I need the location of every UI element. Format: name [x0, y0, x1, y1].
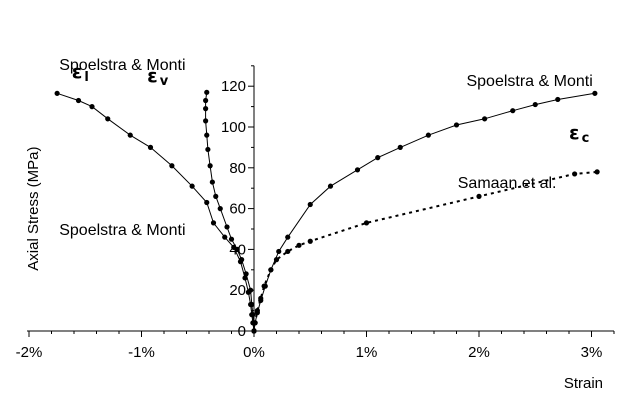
- y-tick-label: 120: [221, 78, 246, 95]
- data-point: [482, 116, 488, 122]
- data-point: [248, 287, 254, 293]
- data-point: [54, 90, 60, 96]
- data-point: [296, 242, 302, 248]
- data-point: [327, 183, 334, 189]
- data-point: [510, 108, 516, 114]
- data-point: [228, 236, 235, 242]
- data-point: [204, 199, 210, 206]
- data-point: [425, 132, 431, 138]
- axes: [27, 65, 614, 332]
- y-tick-label: 80: [229, 160, 246, 177]
- data-point: [147, 144, 154, 150]
- data-point: [169, 163, 175, 169]
- data-point: [203, 106, 209, 112]
- data-point: [242, 275, 248, 281]
- data-point: [268, 267, 274, 273]
- data-point: [205, 146, 211, 153]
- data-point: [354, 167, 361, 173]
- data-point: [75, 97, 82, 104]
- data-point: [273, 257, 280, 263]
- data-point: [261, 283, 267, 289]
- data-point: [203, 97, 209, 104]
- x-tick-label: -1%: [128, 344, 155, 361]
- data-point: [243, 271, 249, 277]
- data-point: [250, 312, 256, 318]
- data-point: [363, 220, 370, 226]
- data-point: [254, 308, 260, 314]
- y-tick-label: 100: [221, 119, 246, 136]
- annotation-label: Spoelstra & Monti: [59, 57, 185, 74]
- data-point: [572, 171, 578, 177]
- annotation-label: Spoelstra & Monti: [59, 222, 185, 239]
- data-point: [105, 116, 111, 122]
- data-point: [203, 118, 209, 124]
- annotation-label: Spoelstra & Monti: [466, 73, 592, 90]
- data-point: [207, 163, 213, 169]
- data-point: [239, 257, 245, 263]
- annotation-layer: Spoelstra & Monti Spoelstra & Monti Spoels…: [59, 57, 593, 239]
- y-tick-label: 60: [229, 201, 246, 218]
- data-point: [251, 328, 257, 334]
- strain-symbol-subscript: l: [84, 70, 88, 85]
- series-3: [251, 90, 598, 334]
- data-point: [285, 234, 291, 240]
- data-point: [307, 201, 313, 208]
- data-point: [209, 179, 215, 185]
- strain-symbol-subscript: c: [582, 131, 590, 146]
- series-2: [203, 89, 257, 334]
- data-point: [222, 234, 228, 240]
- data-point: [476, 193, 482, 199]
- data-point: [234, 246, 240, 252]
- x-ticks: -2% -1% 0% 1% 2% 3%: [16, 331, 615, 361]
- y-axis-title: Axial Stress (MPa): [25, 146, 42, 270]
- data-point: [213, 193, 219, 199]
- data-point: [204, 89, 210, 95]
- y-tick-label: 0: [238, 323, 246, 340]
- data-point: [127, 132, 133, 138]
- data-point: [594, 169, 600, 175]
- data-point: [285, 248, 291, 255]
- data-point: [224, 224, 230, 230]
- data-point: [592, 90, 598, 96]
- data-point: [453, 122, 460, 128]
- data-point: [210, 220, 217, 226]
- data-point: [532, 101, 538, 108]
- data-point: [252, 320, 258, 326]
- strain-symbol-subscript: v: [160, 74, 169, 89]
- data-point: [249, 301, 255, 308]
- data-point: [89, 104, 95, 110]
- annotation-label: Samaan et al.: [458, 175, 557, 192]
- data-point: [555, 96, 561, 103]
- y-ticks: 020406080100120: [221, 65, 254, 340]
- data-point: [276, 248, 282, 255]
- series-line: [253, 170, 598, 332]
- series-layer: [54, 89, 600, 334]
- series-line: [253, 92, 595, 332]
- x-tick-label: 1%: [356, 344, 378, 361]
- series-4: [251, 169, 600, 334]
- x-tick-label: 2%: [468, 344, 490, 361]
- data-point: [397, 144, 403, 150]
- x-tick-label: -2%: [16, 344, 43, 361]
- data-point: [217, 206, 223, 212]
- data-point: [307, 238, 313, 244]
- data-point: [375, 155, 381, 161]
- data-point: [204, 132, 210, 138]
- data-point: [189, 183, 195, 189]
- y-tick-label: 20: [229, 282, 246, 299]
- x-tick-label: 0%: [243, 344, 265, 361]
- x-axis-title: Strain: [564, 375, 603, 392]
- data-point: [258, 295, 264, 301]
- x-tick-label: 3%: [581, 344, 603, 361]
